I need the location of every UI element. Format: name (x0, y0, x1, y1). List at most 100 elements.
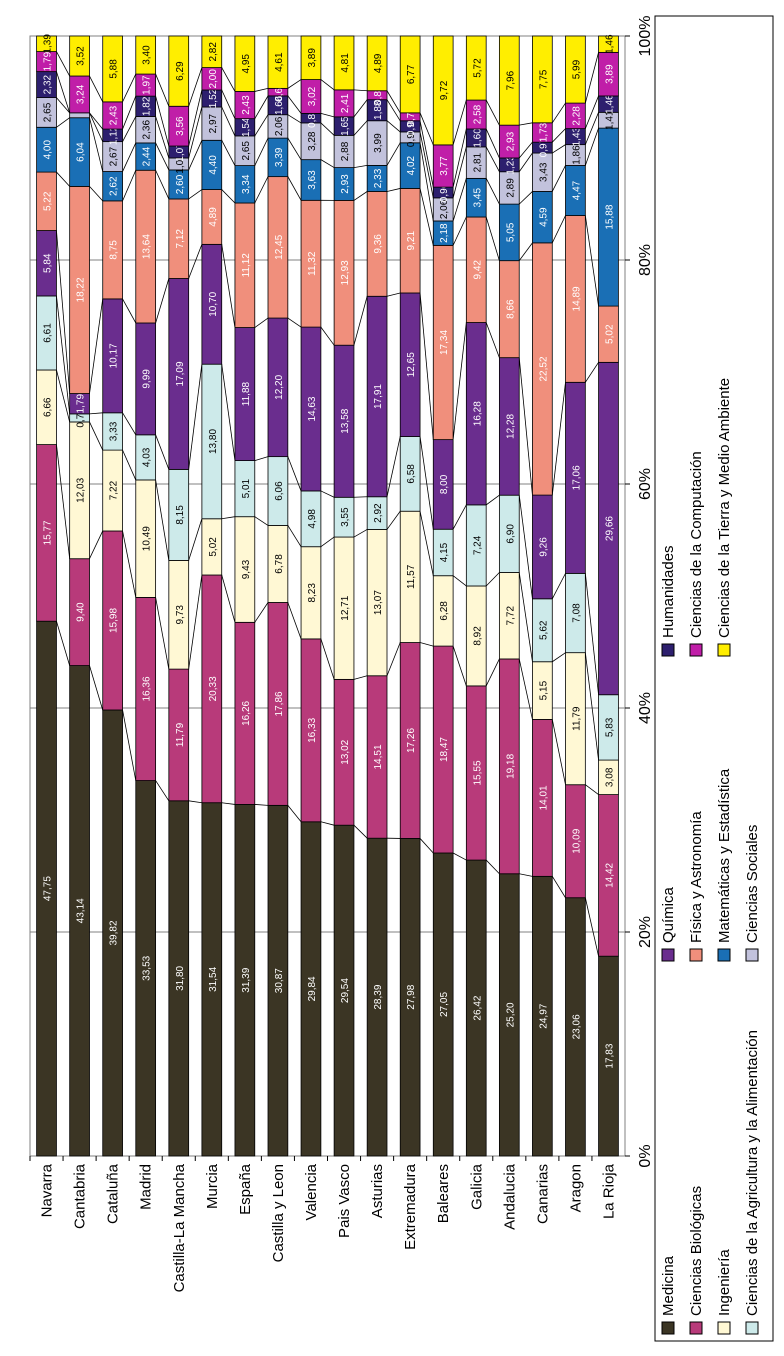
data-label: 3,55 (340, 507, 351, 527)
connector-line (518, 191, 533, 205)
connector-line (221, 364, 236, 461)
legend-label: Química (660, 886, 677, 943)
data-label: 5,01 (241, 478, 252, 498)
connector-line (552, 652, 566, 663)
connector-line (122, 412, 137, 436)
data-label: 1,86 (571, 145, 582, 165)
data-label: 6,28 (439, 601, 450, 621)
connector-line (56, 71, 71, 113)
data-label: 17,26 (406, 728, 417, 753)
bar-segment-ciencias-de-la-tierra-y-medio-ambiente (465, 35, 487, 101)
connector-line (552, 144, 566, 154)
data-label: 7,72 (505, 606, 516, 626)
data-label: 13,58 (340, 408, 351, 433)
data-label: 1,07 (175, 142, 186, 162)
connector-line (320, 638, 335, 680)
connector-line (56, 444, 71, 559)
connector-line (353, 120, 368, 136)
data-label: 3,99 (373, 133, 384, 153)
data-label: 2,82 (208, 42, 219, 62)
data-label: 5,88 (109, 59, 120, 79)
connector-line (419, 131, 434, 198)
connector-line (353, 529, 368, 538)
category-labels: Navarra Cantabria Cataluña Madrid Castilla-L… (39, 1163, 618, 1292)
connector-line (386, 120, 401, 133)
connector-line (122, 95, 137, 130)
connector-line (518, 141, 533, 159)
data-label: 19,18 (505, 753, 516, 778)
data-label: 17,83 (604, 1043, 615, 1068)
legend-swatch-matematicas-y-estadistica (717, 948, 731, 962)
data-label: 9,42 (472, 260, 483, 280)
data-label: 18,47 (439, 737, 450, 762)
data-label: 39,82 (109, 920, 120, 945)
bar-segment-ciencias-de-la-tierra-y-medio-ambiente (168, 35, 190, 107)
data-label: 31,54 (208, 966, 219, 991)
data-label: 3,63 (307, 170, 318, 190)
bar-segment-ciencias-de-la-tierra-y-medio-ambiente (432, 35, 454, 146)
connector-line (386, 436, 401, 497)
data-label: 3,56 (175, 116, 186, 136)
data-label: 11,57 (406, 564, 417, 589)
data-label: 4,61 (274, 52, 285, 72)
legend: Medicina Ciencias Biológicas Ingeniería Cie… (654, 15, 774, 1342)
connector-line (89, 665, 104, 711)
data-label: 29,84 (307, 976, 318, 1001)
connector-line (122, 530, 137, 598)
connector-line (122, 449, 137, 481)
data-label: 3,02 (307, 86, 318, 106)
connector-line (287, 114, 302, 124)
data-label: 12,93 (340, 260, 351, 285)
connector-line (56, 51, 71, 77)
legend-label: Ciencias de la Computación (688, 451, 705, 638)
connector-line (188, 364, 203, 470)
data-label: 1,23 (505, 155, 516, 175)
data-label: 8,92 (472, 626, 483, 646)
connector-line (221, 802, 235, 805)
connector-line (452, 146, 467, 198)
connector-line (519, 122, 533, 126)
data-label: 15,98 (109, 608, 120, 633)
connector-line (122, 709, 137, 781)
data-label: 13,80 (208, 429, 219, 454)
legend-label: Ciencias de la Tierra y Medio Ambiente (716, 378, 733, 638)
connector-line (56, 369, 71, 423)
data-label: 9,26 (538, 537, 549, 557)
data-label: 23,06 (571, 1014, 582, 1039)
data-label: 3,40 (142, 45, 153, 65)
bars: 47,75 15,77 6,66 6,61 5,84 5,22 4,00 2,65 2,32 1,… (36, 34, 619, 1157)
connector-line (287, 456, 302, 492)
connector-line (584, 897, 599, 957)
legend-label: Ingeniería (716, 1249, 733, 1316)
connector-line (155, 73, 170, 107)
connector-line (221, 140, 236, 166)
connector-line (188, 106, 203, 159)
connector-line (320, 159, 335, 168)
data-label: 16,26 (241, 700, 252, 725)
data-label: 13,02 (340, 739, 351, 764)
connector-line (56, 230, 71, 394)
connector-line (56, 97, 70, 114)
connector-line (585, 784, 599, 795)
connector-line (155, 780, 170, 802)
connector-line (188, 574, 203, 670)
bar-segment-ciencias-de-la-tierra-y-medio-ambiente (598, 35, 619, 53)
legend-label: Física y Astronomía (688, 811, 705, 943)
bar-segment-ciencias-de-la-tierra-y-medio-ambiente (267, 35, 289, 89)
connector-line (320, 113, 335, 118)
connector-line (320, 490, 335, 498)
connector-line (452, 99, 467, 145)
data-label: 29,66 (604, 516, 615, 541)
data-label: 8,00 (439, 474, 450, 494)
connector-line (287, 525, 302, 547)
connector-line (353, 824, 368, 839)
data-label: 31,39 (241, 967, 252, 992)
data-label: 5,02 (604, 324, 615, 344)
legend-swatch-humanidades (661, 643, 675, 657)
data-label: 12,71 (340, 595, 351, 620)
connector-line (386, 188, 401, 192)
data-label: 6,61 (43, 323, 54, 343)
connector-line (56, 171, 70, 187)
data-label: 2,58 (472, 104, 483, 124)
connector-line (188, 518, 203, 561)
